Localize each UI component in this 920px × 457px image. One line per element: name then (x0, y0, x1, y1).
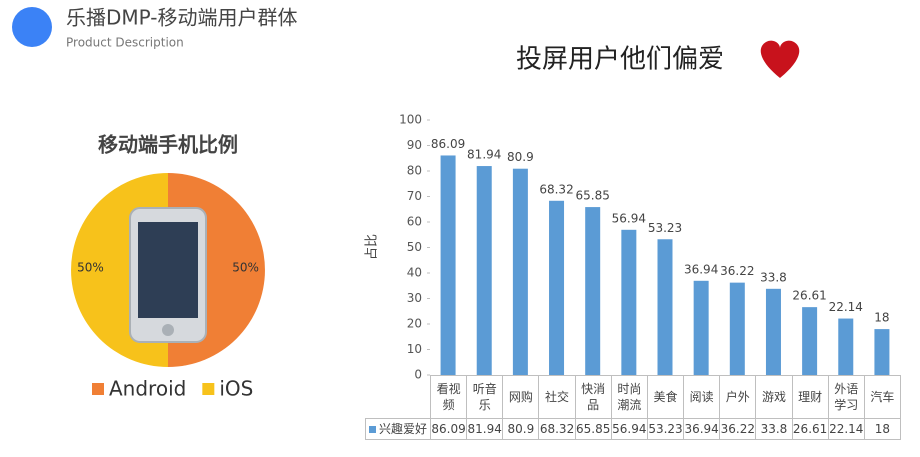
value-cell: 36.22 (719, 418, 757, 440)
y-tick-label: 10 (407, 342, 422, 356)
y-tick-label: 70 (407, 189, 422, 203)
category-cell: 看视频 (430, 375, 468, 419)
page-subtitle: Product Description (66, 36, 184, 50)
page-title: 乐播DMP-移动端用户群体 (66, 6, 298, 30)
bar (512, 168, 528, 375)
category-cell: 社交 (538, 375, 576, 419)
bar (874, 329, 890, 375)
category-cell: 快消品 (574, 375, 612, 419)
bar (621, 229, 637, 375)
legend-label: Android (109, 377, 186, 401)
bar (440, 155, 456, 375)
bar-title: 投屏用户他们偏爱 (516, 45, 724, 75)
y-tick-label: 90 (407, 138, 422, 152)
legend-cell: 兴趣爱好 (365, 418, 431, 440)
y-tick-label: 100 (399, 113, 422, 127)
bar (693, 280, 709, 375)
value-cell: 33.8 (755, 418, 793, 440)
data-label: 18 (874, 311, 889, 325)
phone-icon (129, 207, 207, 343)
value-cell: 86.09 (430, 418, 468, 440)
legend-swatch (92, 383, 104, 395)
legend-label: 兴趣爱好 (379, 422, 428, 436)
y-tick-label: 50 (407, 240, 422, 254)
y-tick-label: 30 (407, 291, 422, 305)
category-cell: 汽车 (863, 375, 901, 419)
table-corner (365, 375, 431, 419)
data-label: 65.85 (576, 189, 610, 203)
legend-label: iOS (219, 377, 253, 401)
heart-icon (760, 40, 800, 78)
bar (765, 288, 781, 375)
value-cell: 53.23 (646, 418, 685, 440)
value-cell: 26.61 (791, 418, 829, 440)
value-cell: 56.94 (610, 418, 648, 440)
bar (476, 166, 492, 375)
data-label: 56.94 (612, 211, 646, 225)
category-cell: 游戏 (755, 375, 793, 419)
slice-label: 50% (232, 261, 259, 275)
y-tick-label: 20 (407, 317, 422, 331)
data-label: 22.14 (829, 300, 863, 314)
value-cell: 18 (863, 418, 901, 440)
logo-dot (12, 7, 52, 47)
category-cell: 阅读 (683, 375, 721, 419)
category-cell: 网购 (502, 375, 540, 419)
y-tick-label: 0 (414, 368, 422, 382)
value-cell: 22.14 (827, 418, 865, 440)
data-label: 26.61 (792, 289, 826, 303)
bar (657, 239, 673, 375)
pie-title: 移动端手机比例 (98, 133, 238, 157)
bar (585, 207, 601, 375)
bar (838, 318, 854, 375)
legend-swatch (369, 425, 376, 433)
value-cell: 81.94 (466, 418, 504, 440)
value-cell: 80.9 (502, 418, 540, 440)
data-label: 86.09 (431, 137, 465, 151)
category-cell: 户外 (719, 375, 757, 419)
data-label: 36.94 (684, 262, 718, 276)
data-label: 36.22 (720, 264, 754, 278)
data-label: 68.32 (539, 182, 573, 196)
category-cell: 听音乐 (466, 375, 504, 419)
value-cell: 65.85 (574, 418, 612, 440)
category-cell: 时尚潮流 (610, 375, 648, 419)
data-label: 33.8 (760, 270, 787, 284)
value-cell: 68.32 (538, 418, 576, 440)
legend-swatch (202, 383, 215, 395)
data-label: 80.9 (507, 150, 534, 164)
bar (729, 282, 745, 375)
data-label: 53.23 (648, 221, 682, 235)
y-axis-label: 占比 (365, 234, 380, 260)
category-cell: 美食 (646, 375, 685, 419)
bar (549, 200, 565, 375)
data-label: 81.94 (467, 148, 501, 162)
slice-label: 50% (77, 261, 104, 275)
category-cell: 外语学习 (827, 375, 865, 419)
y-tick-label: 40 (407, 266, 422, 280)
category-cell: 理财 (791, 375, 829, 419)
y-tick-label: 80 (407, 164, 422, 178)
bar (802, 307, 818, 375)
y-tick-label: 60 (407, 215, 422, 229)
value-cell: 36.94 (683, 418, 721, 440)
